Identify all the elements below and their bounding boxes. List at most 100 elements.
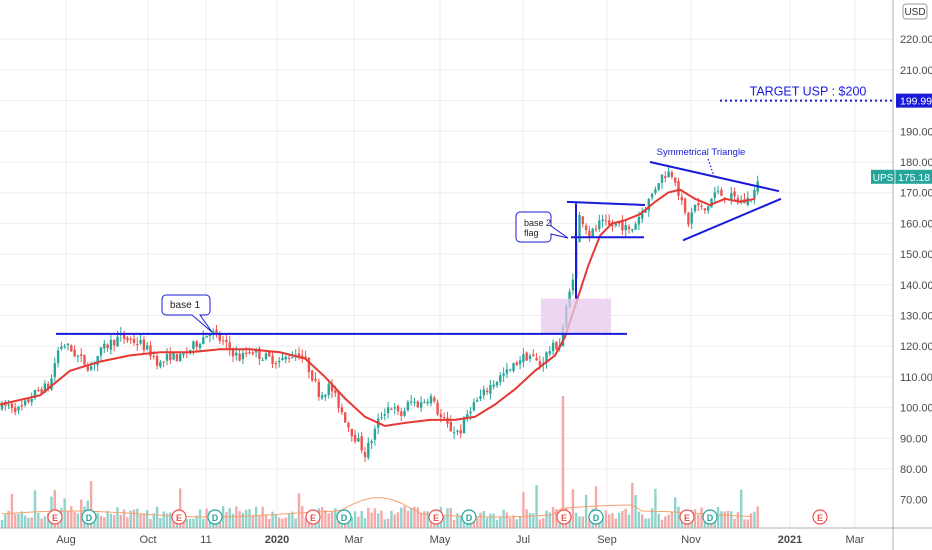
candle-body: [736, 197, 740, 202]
volume-bar: [608, 514, 611, 528]
volume-bar: [245, 509, 248, 528]
volume-bar: [320, 507, 324, 528]
candle-body: [337, 391, 340, 408]
target-price-badge: [896, 93, 932, 108]
earnings-event-icon: [305, 509, 321, 525]
x-tick-label: Mar: [846, 534, 865, 546]
volume-bar: [294, 518, 297, 528]
y-tick-label: 170.00: [900, 188, 932, 200]
volume-bar: [324, 510, 327, 528]
volume-bar: [419, 512, 423, 528]
volume-bar: [555, 509, 558, 528]
volume-bar: [238, 511, 241, 528]
event-marker-label: D: [341, 513, 348, 523]
volume-bar: [139, 513, 142, 528]
candle-body: [410, 401, 413, 403]
candle-body: [228, 342, 231, 350]
candle-body: [495, 381, 499, 386]
candle-body: [347, 423, 350, 428]
candle-body: [518, 360, 522, 365]
candle-body: [624, 225, 627, 231]
candle-body: [165, 354, 169, 361]
base1-label: base 1: [170, 300, 200, 311]
candle-body: [634, 224, 637, 230]
volume-bar: [99, 515, 103, 528]
candle-body: [86, 366, 89, 371]
candle-body: [753, 190, 756, 199]
candle-body: [469, 411, 472, 414]
triangle-upper-line: [649, 161, 780, 193]
candle-body: [433, 397, 436, 402]
candle-body: [555, 342, 558, 350]
candle-body: [429, 396, 433, 404]
candle-body: [205, 335, 208, 338]
x-tick-label: Oct: [139, 534, 156, 546]
y-tick-label: 190.00: [900, 126, 932, 138]
candle-body: [489, 385, 492, 394]
candle-body: [509, 369, 512, 371]
volume-bar: [499, 517, 502, 528]
price-axis[interactable]: 80.00 90.00 100.00 110.00 120.00 130.00 140.00…: [871, 0, 932, 550]
last-price-value: 175.18: [898, 172, 930, 184]
base2-callout: [515, 211, 569, 243]
event-marker-label: D: [212, 513, 219, 523]
time-axis[interactable]: Aug Oct 11 2020 Mar May Jul Sep Nov 2021 Mar E D E D E D…: [0, 509, 932, 546]
volume-bar: [535, 485, 538, 528]
y-tick-label: 70.00: [900, 495, 928, 507]
candle-body: [304, 356, 307, 359]
volume-bar: [370, 512, 373, 528]
candle-body: [667, 171, 670, 178]
volume-bar: [650, 508, 654, 528]
candle-body: [571, 279, 575, 291]
volume-bar: [235, 506, 238, 528]
volume-bar: [304, 517, 307, 528]
candle-body: [334, 390, 337, 393]
volume-bar: [634, 495, 637, 528]
volume-bar: [390, 510, 393, 528]
volume-bar: [670, 512, 674, 528]
candle-body: [202, 337, 205, 344]
volume-bar: [281, 518, 284, 528]
candle-body: [291, 357, 294, 359]
volume-bar: [37, 513, 40, 528]
volume-bar: [43, 516, 47, 528]
candle-body: [654, 189, 657, 194]
volume-bar: [736, 512, 740, 528]
candle-body: [703, 208, 707, 211]
y-tick-label: 90.00: [900, 433, 928, 445]
candle-body: [109, 339, 113, 350]
volume-bar: [410, 507, 413, 528]
candle-body: [548, 351, 551, 354]
candle-body: [396, 405, 400, 412]
candle-body: [588, 230, 591, 237]
candle-body: [373, 428, 377, 440]
volume-bar: [693, 509, 697, 528]
dividend-event-icon: [702, 509, 718, 525]
highlight-box: [541, 298, 611, 334]
candle-body: [383, 414, 386, 416]
candle-body: [122, 332, 126, 340]
volume-bar: [588, 518, 591, 528]
volume-bar: [377, 513, 380, 528]
volume-bar: [297, 493, 301, 528]
event-marker-label: E: [684, 513, 690, 523]
candle-body: [66, 343, 70, 346]
volume-bar: [195, 515, 198, 528]
volume-bar: [657, 513, 660, 528]
volume-bar: [73, 512, 76, 528]
volume-bar: [146, 510, 149, 528]
candle-body: [482, 389, 485, 396]
volume-bar: [700, 507, 703, 528]
candle-body: [278, 360, 281, 363]
volume-bar: [27, 517, 30, 528]
candle-body: [687, 212, 690, 225]
candle-body: [462, 417, 466, 434]
volume-bar: [720, 511, 723, 528]
event-marker-label: E: [176, 513, 182, 523]
candle-body: [215, 329, 218, 334]
y-tick-label: 100.00: [900, 403, 932, 415]
y-tick-label: 110.00: [900, 372, 932, 384]
candle-body: [159, 362, 162, 367]
volume-bar: [231, 513, 235, 528]
